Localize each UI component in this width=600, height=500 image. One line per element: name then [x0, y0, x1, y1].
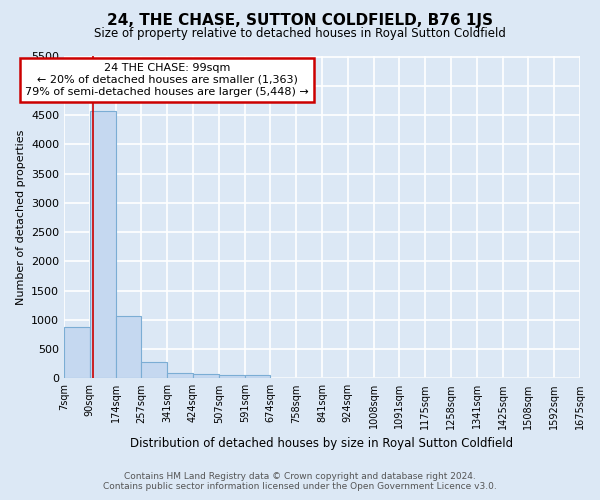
Bar: [167, 373, 193, 378]
Bar: [142, 362, 167, 378]
Bar: [90, 112, 116, 378]
Text: Contains HM Land Registry data © Crown copyright and database right 2024.
Contai: Contains HM Land Registry data © Crown c…: [103, 472, 497, 491]
Bar: [245, 376, 271, 378]
Y-axis label: Number of detached properties: Number of detached properties: [16, 130, 26, 305]
X-axis label: Distribution of detached houses by size in Royal Sutton Coldfield: Distribution of detached houses by size …: [130, 437, 514, 450]
Bar: [116, 316, 142, 378]
Text: 24, THE CHASE, SUTTON COLDFIELD, B76 1JS: 24, THE CHASE, SUTTON COLDFIELD, B76 1JS: [107, 12, 493, 28]
Bar: [193, 374, 219, 378]
Text: 24 THE CHASE: 99sqm
← 20% of detached houses are smaller (1,363)
79% of semi-det: 24 THE CHASE: 99sqm ← 20% of detached ho…: [25, 64, 309, 96]
Bar: [219, 375, 245, 378]
Bar: [64, 327, 90, 378]
Text: Size of property relative to detached houses in Royal Sutton Coldfield: Size of property relative to detached ho…: [94, 28, 506, 40]
